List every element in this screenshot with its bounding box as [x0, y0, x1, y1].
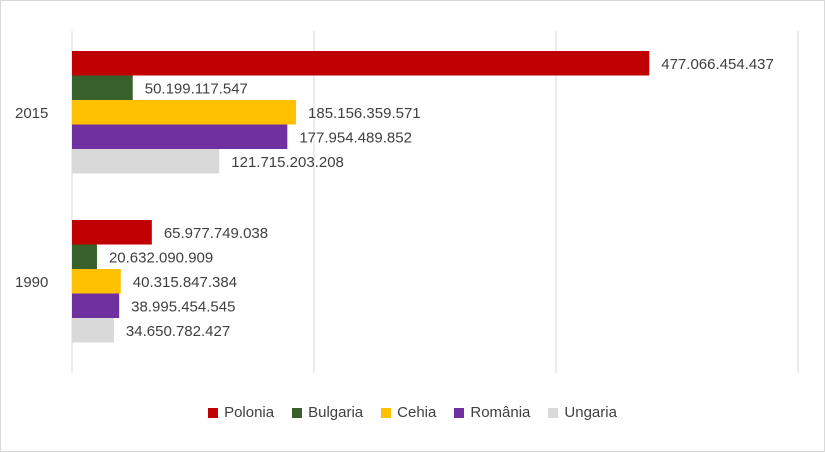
- data-label: 477.066.454.437: [661, 56, 774, 73]
- legend-item: Cehia: [381, 404, 436, 421]
- data-label: 65.977.749.038: [164, 225, 268, 242]
- legend-label: România: [470, 404, 531, 421]
- legend-item: Polonia: [208, 404, 274, 421]
- bar-ungaria-2015: [72, 149, 220, 174]
- legend-label: Bulgaria: [308, 404, 364, 421]
- data-label: 185.156.359.571: [308, 105, 421, 122]
- legend-swatch: [381, 407, 392, 418]
- legend-label: Cehia: [397, 404, 437, 421]
- legend-label: Polonia: [224, 404, 275, 421]
- legend-swatch: [208, 407, 219, 418]
- data-label: 38.995.454.545: [131, 298, 235, 315]
- legend-swatch: [454, 407, 465, 418]
- legend-swatch: [292, 407, 303, 418]
- bar-chart: 477.066.454.437 50.199.117.547 185.156.359…: [15, 31, 799, 373]
- bar-cehia-1990: [72, 269, 121, 294]
- data-label: 20.632.090.909: [109, 249, 213, 266]
- bar-polonia-2015: [72, 51, 650, 76]
- legend-label: Ungaria: [564, 404, 617, 421]
- category-label: 1990: [15, 274, 48, 291]
- chart-legend: Polonia Bulgaria Cehia România Ungaria: [0, 404, 825, 421]
- bar-cehia-2015: [72, 100, 297, 125]
- data-label: 34.650.782.427: [126, 323, 230, 340]
- legend-item: Ungaria: [548, 404, 617, 421]
- bar-bulgaria-2015: [72, 75, 133, 100]
- bar-bulgaria-1990: [72, 244, 97, 269]
- data-label: 121.715.203.208: [231, 154, 344, 171]
- category-label: 2015: [15, 105, 48, 122]
- bar-românia-1990: [72, 293, 120, 318]
- bar-ungaria-1990: [72, 318, 114, 343]
- data-label: 177.954.489.852: [299, 129, 412, 146]
- legend-item: România: [454, 404, 530, 421]
- data-label: 50.199.117.547: [145, 80, 248, 97]
- bar-polonia-1990: [72, 220, 152, 245]
- data-label: 40.315.847.384: [133, 274, 237, 291]
- legend-item: Bulgaria: [292, 404, 363, 421]
- legend-swatch: [548, 407, 559, 418]
- bar-românia-2015: [72, 124, 288, 149]
